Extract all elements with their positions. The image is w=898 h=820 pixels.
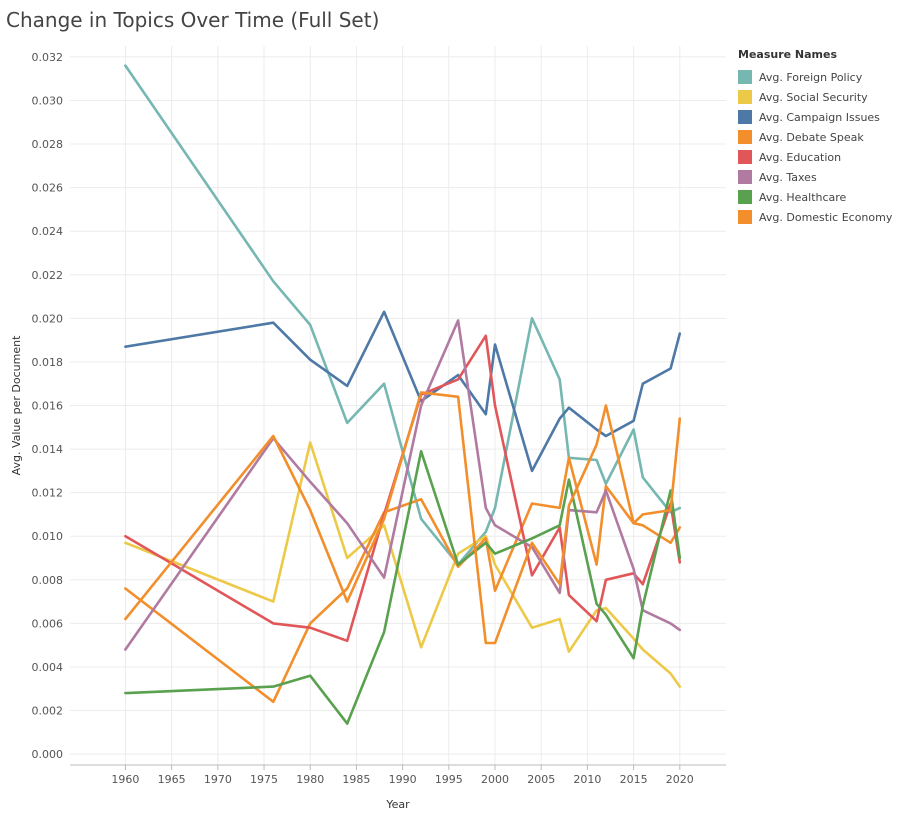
y-tick-label: 0.016 [32, 400, 64, 413]
legend: Measure Names Avg. Foreign Policy Avg. So… [738, 48, 898, 227]
legend-item[interactable]: Avg. Domestic Economy [738, 207, 898, 227]
legend-item[interactable]: Avg. Foreign Policy [738, 67, 898, 87]
y-tick-label: 0.004 [32, 661, 64, 674]
y-tick-label: 0.028 [32, 138, 64, 151]
legend-item[interactable]: Avg. Debate Speak [738, 127, 898, 147]
x-tick-label: 2010 [573, 773, 601, 786]
series-line-avg-campaign-issues[interactable] [124, 310, 682, 473]
legend-swatch [738, 70, 752, 84]
legend-swatch [738, 190, 752, 204]
legend-swatch [738, 90, 752, 104]
legend-label: Avg. Domestic Economy [759, 210, 893, 224]
y-tick-label: 0.010 [32, 530, 64, 543]
x-tick-label: 1995 [435, 773, 463, 786]
series-line-avg-healthcare[interactable] [124, 449, 682, 725]
y-tick-label: 0.030 [32, 94, 64, 107]
legend-swatch [738, 210, 752, 224]
legend-swatch [738, 130, 752, 144]
x-tick-label: 1960 [111, 773, 139, 786]
x-tick-label: 1985 [342, 773, 370, 786]
y-tick-label: 0.000 [32, 748, 64, 761]
x-axis-title: Year [385, 798, 410, 811]
legend-label: Avg. Campaign Issues [759, 110, 880, 124]
series-line-avg-foreign-policy[interactable] [124, 64, 682, 566]
legend-swatch [738, 150, 752, 164]
legend-label: Avg. Taxes [759, 170, 817, 184]
legend-label: Avg. Social Security [759, 90, 868, 104]
x-tick-label: 1975 [250, 773, 278, 786]
axes: 0.000 0.002 0.004 0.006 0.008 0.010 0.012 0.014… [32, 51, 726, 786]
y-tick-label: 0.018 [32, 356, 64, 369]
legend-swatch [738, 110, 752, 124]
legend-item[interactable]: Avg. Taxes [738, 167, 898, 187]
x-tick-label: 2005 [527, 773, 555, 786]
series-line-avg-taxes[interactable] [124, 319, 682, 651]
legend-title: Measure Names [738, 48, 838, 61]
x-tick-label: 2000 [481, 773, 509, 786]
legend-item[interactable]: Avg. Education [738, 147, 898, 167]
y-tick-label: 0.006 [32, 617, 64, 630]
y-tick-label: 0.026 [32, 182, 64, 195]
y-tick-label: 0.008 [32, 574, 64, 587]
y-tick-label: 0.012 [32, 487, 64, 500]
x-tick-label: 2020 [666, 773, 694, 786]
legend-item[interactable]: Avg. Campaign Issues [738, 107, 898, 127]
y-tick-label: 0.024 [32, 225, 64, 238]
y-tick-label: 0.020 [32, 312, 64, 325]
legend-label: Avg. Education [759, 150, 842, 164]
x-tick-label: 1990 [389, 773, 417, 786]
y-tick-label: 0.032 [32, 51, 64, 64]
series-line-avg-domestic-economy[interactable] [124, 391, 682, 645]
y-tick-label: 0.022 [32, 269, 64, 282]
y-axis-title: Avg. Value per Document [10, 335, 23, 476]
y-tick-label: 0.014 [32, 443, 64, 456]
legend-label: Avg. Foreign Policy [759, 70, 863, 84]
legend-items: Avg. Foreign Policy Avg. Social Security A… [738, 67, 898, 227]
x-tick-label: 1965 [158, 773, 186, 786]
x-tick-label: 1970 [204, 773, 232, 786]
legend-swatch [738, 170, 752, 184]
chart-title: Change in Topics Over Time (Full Set) [6, 8, 380, 32]
legend-item[interactable]: Avg. Social Security [738, 87, 898, 107]
x-tick-label: 1980 [296, 773, 324, 786]
y-tick-label: 0.002 [32, 705, 64, 718]
legend-label: Avg. Healthcare [759, 190, 847, 204]
legend-item[interactable]: Avg. Healthcare [738, 187, 898, 207]
grid [70, 46, 726, 765]
x-tick-label: 2015 [620, 773, 648, 786]
legend-label: Avg. Debate Speak [759, 130, 864, 144]
series-lines [124, 64, 682, 725]
